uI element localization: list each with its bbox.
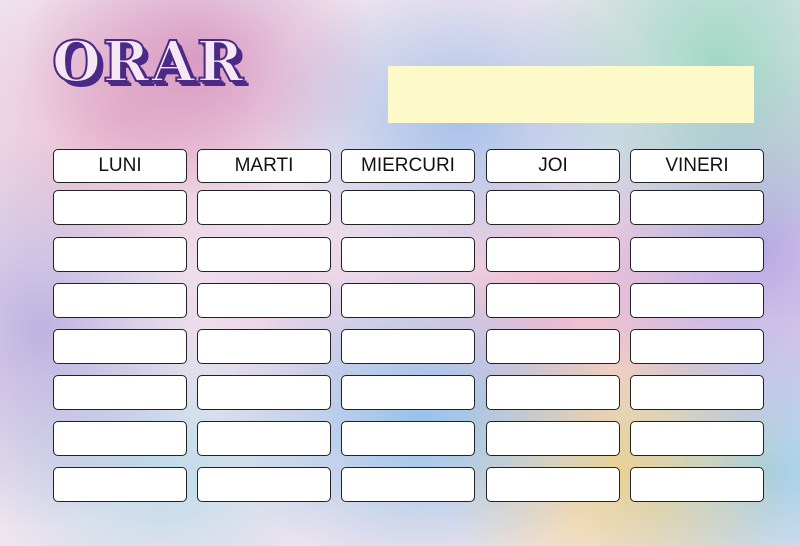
- timetable-cell[interactable]: [630, 237, 764, 272]
- timetable-cell[interactable]: [341, 375, 475, 410]
- timetable-cell[interactable]: [197, 375, 331, 410]
- timetable-cell[interactable]: [486, 237, 620, 272]
- timetable-cell[interactable]: [53, 237, 187, 272]
- timetable-cell[interactable]: [630, 375, 764, 410]
- timetable-cell[interactable]: [630, 421, 764, 456]
- timetable-cell[interactable]: [341, 329, 475, 364]
- timetable-cell[interactable]: [53, 190, 187, 225]
- timetable-cell[interactable]: [53, 375, 187, 410]
- timetable-cell[interactable]: [197, 283, 331, 318]
- timetable-cell[interactable]: [486, 375, 620, 410]
- timetable-cell[interactable]: [197, 237, 331, 272]
- name-field[interactable]: [388, 66, 754, 123]
- page-title: ORAR: [51, 29, 246, 95]
- timetable-cell[interactable]: [486, 329, 620, 364]
- timetable-cell[interactable]: [630, 467, 764, 502]
- timetable-cell[interactable]: [197, 421, 331, 456]
- timetable-cell[interactable]: [197, 467, 331, 502]
- timetable-cell[interactable]: [341, 421, 475, 456]
- timetable-cell[interactable]: [486, 421, 620, 456]
- timetable-cell[interactable]: [341, 190, 475, 225]
- timetable-cell[interactable]: [486, 190, 620, 225]
- timetable-cell[interactable]: [341, 283, 475, 318]
- timetable-cell[interactable]: [341, 237, 475, 272]
- timetable-cell[interactable]: [197, 329, 331, 364]
- day-header-joi: JOI: [486, 149, 620, 183]
- timetable-cell[interactable]: [630, 283, 764, 318]
- timetable-cell[interactable]: [197, 190, 331, 225]
- timetable-cell[interactable]: [486, 467, 620, 502]
- timetable-cell[interactable]: [630, 329, 764, 364]
- timetable-cell[interactable]: [53, 283, 187, 318]
- timetable-cell[interactable]: [630, 190, 764, 225]
- timetable-cell[interactable]: [53, 467, 187, 502]
- day-header-marti: MARTI: [197, 149, 331, 183]
- timetable-cell[interactable]: [53, 421, 187, 456]
- day-header-vineri: VINERI: [630, 149, 764, 183]
- timetable-cell[interactable]: [53, 329, 187, 364]
- timetable-cell[interactable]: [486, 283, 620, 318]
- day-header-miercuri: MIERCURI: [341, 149, 475, 183]
- day-header-luni: LUNI: [53, 149, 187, 183]
- timetable-cell[interactable]: [341, 467, 475, 502]
